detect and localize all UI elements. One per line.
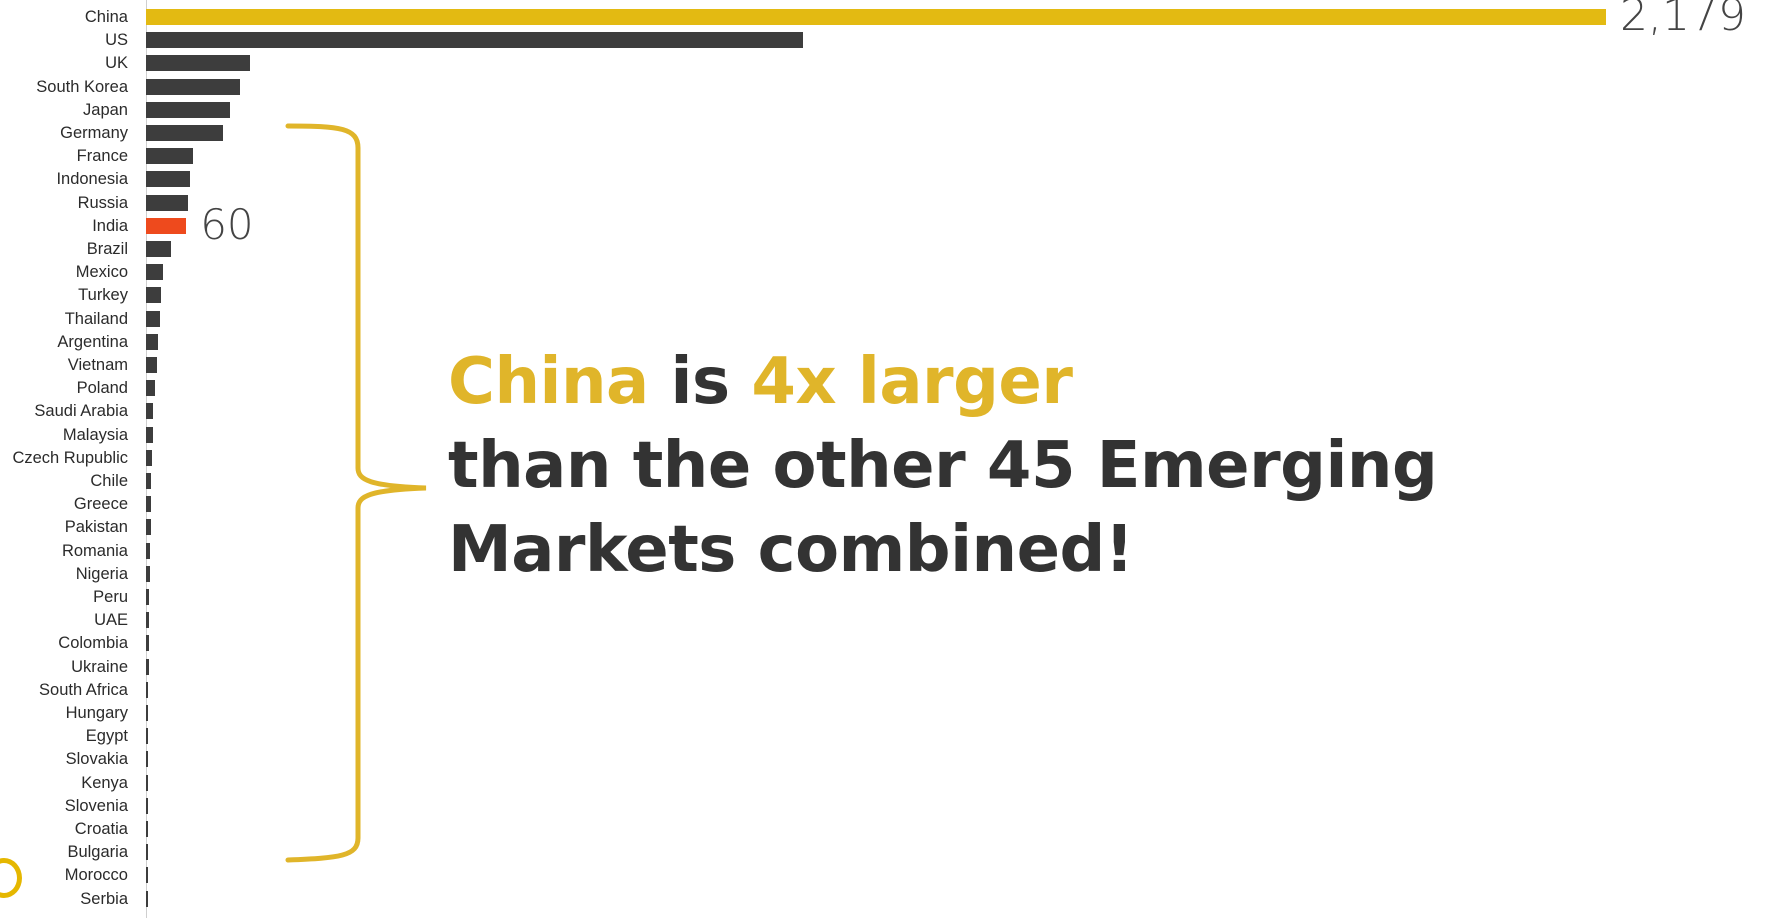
- category-label: Russia: [77, 193, 128, 212]
- bar: [146, 728, 148, 745]
- bar: [146, 821, 148, 837]
- category-label: Turkey: [78, 286, 128, 305]
- category-label: Poland: [76, 379, 128, 398]
- category-label: Kenya: [81, 773, 128, 792]
- bar: [146, 101, 230, 118]
- category-label: Peru: [93, 588, 128, 606]
- headline-annotation: China is 4x larger than the other 45 Eme…: [448, 340, 1438, 592]
- bar: [146, 264, 163, 281]
- logo-fragment-icon: [0, 858, 22, 898]
- category-label: Greece: [73, 495, 128, 514]
- category-label: Ukraine: [71, 657, 128, 676]
- category-label: Vietnam: [67, 356, 128, 374]
- bar: [146, 890, 148, 907]
- category-label: Slovenia: [64, 796, 128, 815]
- bar: [146, 867, 148, 884]
- curly-brace: [285, 123, 427, 863]
- category-label: Japan: [83, 100, 128, 119]
- category-label: Indonesia: [56, 170, 128, 189]
- bar: [146, 797, 148, 814]
- bar: [146, 55, 250, 72]
- bar: [146, 658, 149, 675]
- bar: [146, 78, 240, 95]
- bar: [146, 9, 1606, 25]
- bar: [146, 357, 157, 373]
- bar: [146, 751, 148, 768]
- category-label: Slovakia: [65, 750, 128, 769]
- category-label: Colombia: [58, 634, 128, 653]
- bar: [146, 496, 152, 513]
- bar: [146, 287, 162, 304]
- category-label: Pakistan: [64, 518, 128, 537]
- annotation-4x-larger: 4x larger: [751, 345, 1073, 419]
- annotation-is: is: [648, 345, 752, 419]
- bar: [146, 612, 150, 629]
- bar: [146, 635, 149, 652]
- bar: [146, 194, 189, 211]
- bar: [146, 333, 159, 350]
- category-label: China: [84, 8, 128, 26]
- category-label: Malaysia: [62, 425, 128, 444]
- bar: [146, 565, 151, 582]
- bar: [146, 426, 153, 443]
- category-label: UK: [105, 54, 128, 73]
- annotation-china: China: [448, 345, 649, 419]
- bar: [146, 589, 150, 605]
- bar: [146, 844, 148, 861]
- category-label: Nigeria: [75, 564, 128, 583]
- bar: [146, 681, 148, 698]
- category-label: Serbia: [80, 889, 128, 908]
- data-label: 60: [200, 199, 254, 249]
- annotation-line-2: than the other 45 Emerging: [448, 429, 1438, 503]
- bar: [146, 380, 155, 397]
- category-label: Czech Rupublic: [12, 448, 128, 467]
- bar: [146, 125, 224, 141]
- data-label: 2,179: [1620, 0, 1746, 41]
- annotation-line-3: Markets combined!: [448, 513, 1134, 587]
- category-label: Morocco: [64, 866, 128, 885]
- bar: [146, 241, 172, 257]
- category-label: Argentina: [57, 332, 128, 351]
- bar: [146, 774, 148, 791]
- annotation-line-1: China is 4x larger: [448, 340, 1437, 424]
- category-label: UAE: [94, 611, 128, 630]
- category-label: Bulgaria: [67, 843, 128, 862]
- bar: [146, 519, 151, 536]
- category-label: US: [105, 31, 128, 50]
- category-label: Romania: [61, 541, 128, 560]
- category-label: Thailand: [64, 309, 128, 328]
- bar: [146, 32, 803, 49]
- category-label: Croatia: [74, 820, 128, 838]
- bar: [146, 542, 151, 559]
- category-label: South Africa: [39, 680, 128, 699]
- category-label: Chile: [90, 472, 128, 490]
- bar: [146, 171, 191, 188]
- bar: [146, 148, 193, 165]
- bar: [146, 217, 187, 234]
- bar: [146, 310, 161, 327]
- category-label: Saudi Arabia: [34, 402, 128, 421]
- category-label: Egypt: [85, 727, 128, 746]
- bar: [146, 449, 153, 466]
- category-label: India: [92, 216, 128, 235]
- bar: [146, 705, 148, 721]
- category-label: Mexico: [75, 263, 128, 282]
- bar: [146, 473, 152, 489]
- category-label: South Korea: [36, 77, 128, 96]
- bar: [146, 403, 154, 420]
- category-label: Germany: [60, 124, 128, 142]
- category-label: France: [76, 147, 128, 166]
- category-label: Brazil: [86, 240, 128, 258]
- category-label: Hungary: [65, 704, 128, 722]
